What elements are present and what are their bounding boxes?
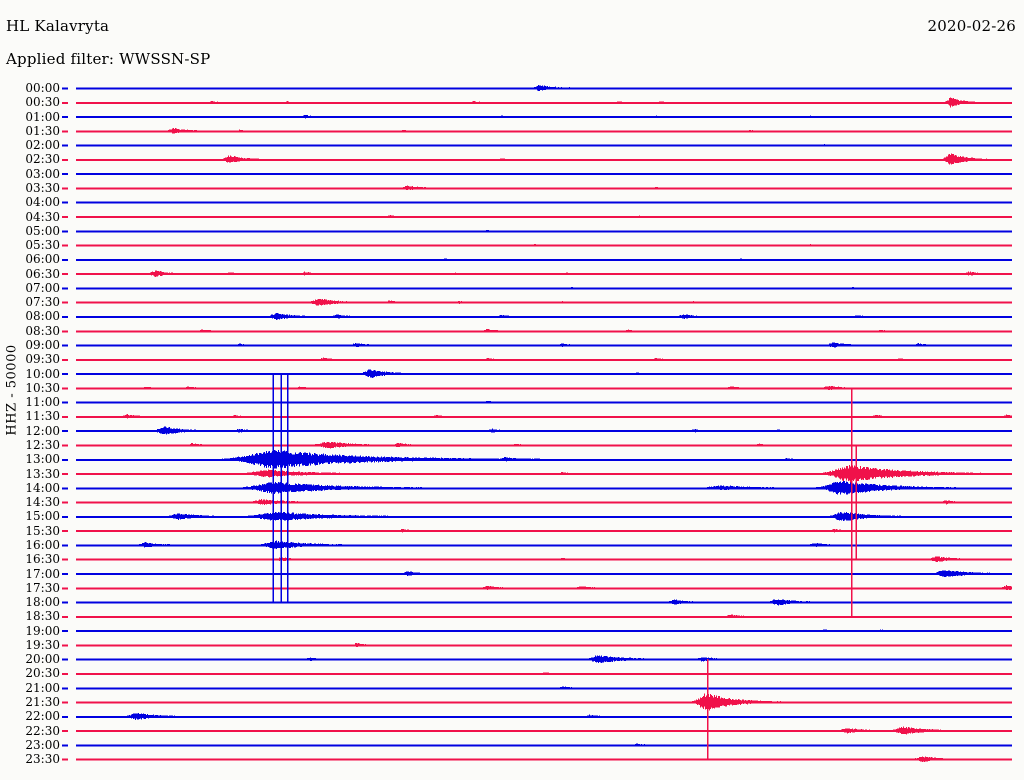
row-time-label: 02:00 — [25, 138, 60, 153]
row-time-label: 19:30 — [25, 637, 60, 652]
row-time-label: 20:00 — [25, 652, 60, 667]
row-time-label: 21:00 — [25, 680, 60, 695]
row-time-label: 09:30 — [25, 352, 60, 367]
row-time-label: 23:00 — [25, 737, 60, 752]
row-time-label: 10:00 — [25, 366, 60, 381]
row-time-label: 21:30 — [25, 695, 60, 710]
row-time-label: 17:00 — [25, 566, 60, 581]
row-time-label: 07:30 — [25, 295, 60, 310]
record-date: 2020-02-26 — [927, 17, 1016, 35]
row-time-label: 13:30 — [25, 466, 60, 481]
row-time-label: 14:30 — [25, 495, 60, 510]
applied-filter-label: Applied filter: WWSSN-SP — [6, 50, 211, 68]
row-time-label: 04:30 — [25, 209, 60, 224]
row-time-label: 01:00 — [25, 109, 60, 124]
row-time-label: 03:30 — [25, 180, 60, 195]
row-time-label: 14:00 — [25, 480, 60, 495]
row-time-label: 02:30 — [25, 152, 60, 167]
row-time-label: 16:00 — [25, 537, 60, 552]
row-time-label: 00:00 — [25, 81, 60, 95]
row-time-label: 06:30 — [25, 266, 60, 281]
row-time-label: 19:00 — [25, 623, 60, 638]
row-time-label: 03:00 — [25, 166, 60, 181]
row-time-label: 23:30 — [25, 752, 60, 767]
row-time-label: 20:30 — [25, 666, 60, 681]
row-time-label: 12:00 — [25, 423, 60, 438]
row-time-label: 18:30 — [25, 609, 60, 624]
row-time-label: 22:00 — [25, 709, 60, 724]
row-time-label: 08:00 — [25, 309, 60, 324]
row-time-label: 16:30 — [25, 552, 60, 567]
row-time-label: 10:30 — [25, 380, 60, 395]
row-time-label: 08:30 — [25, 323, 60, 338]
row-time-label: 12:30 — [25, 438, 60, 452]
row-time-label: 22:30 — [25, 723, 60, 738]
row-time-label: 07:00 — [25, 280, 60, 295]
row-time-label: 09:00 — [25, 338, 60, 353]
row-time-label: 06:00 — [25, 252, 60, 267]
row-time-label: 05:30 — [25, 238, 60, 253]
seismogram-plot — [0, 80, 1024, 770]
row-time-label: 15:00 — [25, 509, 60, 524]
row-time-label: 17:30 — [25, 580, 60, 595]
row-time-label: 05:00 — [25, 223, 60, 238]
station-title: HL Kalavryta — [6, 17, 110, 35]
row-time-label: 18:00 — [25, 595, 60, 610]
row-time-label: 01:30 — [25, 123, 60, 138]
row-time-label: 11:00 — [25, 395, 60, 410]
row-time-label: 15:30 — [25, 523, 60, 538]
seismogram-canvas — [62, 84, 1012, 763]
row-time-label: 11:30 — [25, 409, 60, 424]
row-time-label: 00:30 — [25, 95, 60, 110]
row-time-label: 13:00 — [25, 452, 60, 467]
row-time-label: 04:00 — [25, 195, 60, 210]
